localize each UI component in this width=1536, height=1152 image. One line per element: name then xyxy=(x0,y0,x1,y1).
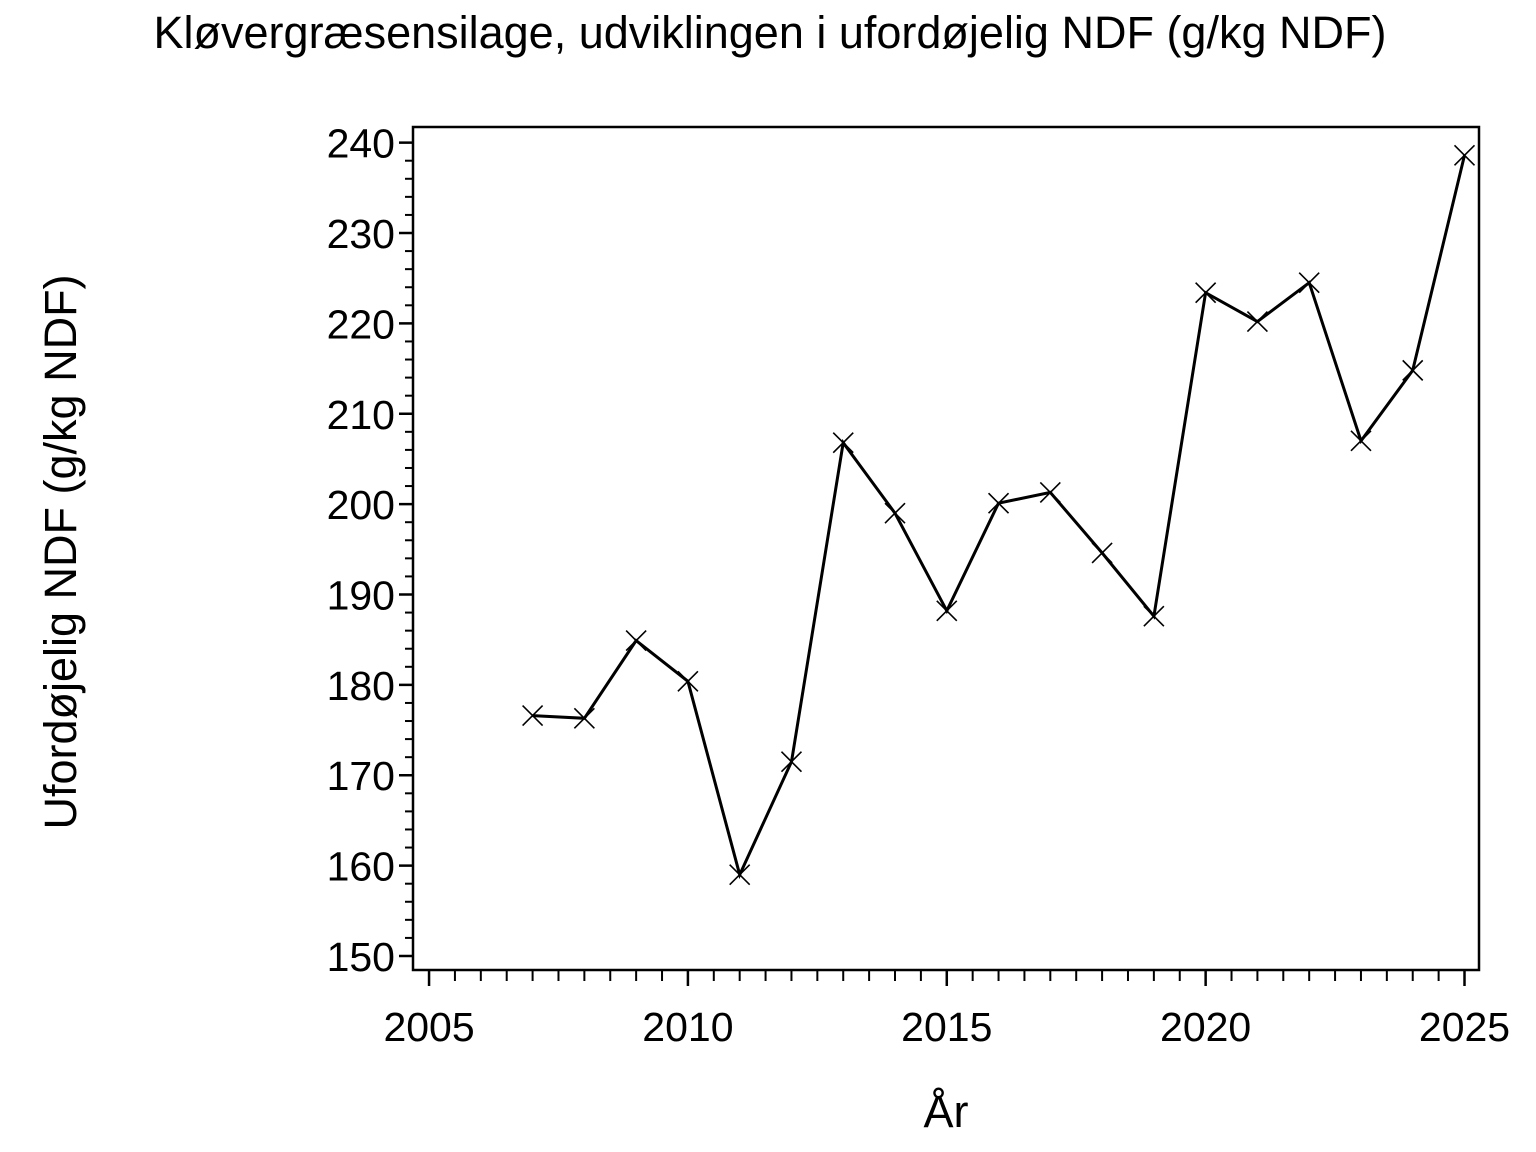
y-tick-label: 210 xyxy=(327,392,395,438)
data-point-marker xyxy=(936,600,958,622)
plot-area: 150 160 170 180 190 200 210 220 230 240 2005 2010 20… xyxy=(327,121,1511,1050)
data-point-marker xyxy=(625,630,647,652)
y-tick-label: 200 xyxy=(327,482,395,528)
x-tick-label: 2025 xyxy=(1419,1004,1510,1050)
y-tick-label: 220 xyxy=(327,301,395,347)
data-point-marker xyxy=(780,751,803,773)
data-point-marker xyxy=(1298,272,1320,294)
y-tick-label: 240 xyxy=(327,121,395,167)
data-point-marker xyxy=(1091,542,1113,564)
data-point-marker xyxy=(987,492,1010,514)
plot-frame xyxy=(411,125,1481,972)
data-point-marker xyxy=(1246,311,1268,333)
data-point-marker xyxy=(1039,481,1061,503)
data-point-marker xyxy=(832,432,854,454)
data-point-marker xyxy=(677,670,699,692)
data-point-marker xyxy=(729,864,751,886)
y-tick-label: 180 xyxy=(327,663,395,709)
x-tick-label: 2015 xyxy=(901,1004,992,1050)
y-tick-label: 170 xyxy=(327,753,395,799)
y-tick-label: 160 xyxy=(327,844,395,890)
x-tick-label: 2010 xyxy=(642,1004,733,1050)
data-point-marker xyxy=(884,502,906,524)
y-tick-label: 190 xyxy=(327,572,395,618)
data-point-marker xyxy=(1195,282,1217,304)
data-point-marker xyxy=(1350,430,1372,452)
y-tick-label: 150 xyxy=(327,934,395,980)
data-point-marker xyxy=(522,705,544,727)
x-tick-label: 2005 xyxy=(383,1004,474,1050)
chart-title: Kløvergræsensilage, udviklingen i ufordø… xyxy=(154,7,1387,58)
data-line xyxy=(532,154,1466,880)
x-tick-label: 2020 xyxy=(1160,1004,1251,1050)
y-axis-label: Ufordøjelig NDF (g/kg NDF) xyxy=(35,274,86,829)
data-point-marker xyxy=(573,707,595,729)
data-point-marker xyxy=(1402,359,1424,381)
y-tick-label: 230 xyxy=(327,211,395,257)
data-point-marker xyxy=(1143,605,1165,627)
x-axis-label: År xyxy=(924,1086,969,1137)
data-point-marker xyxy=(1453,144,1476,166)
